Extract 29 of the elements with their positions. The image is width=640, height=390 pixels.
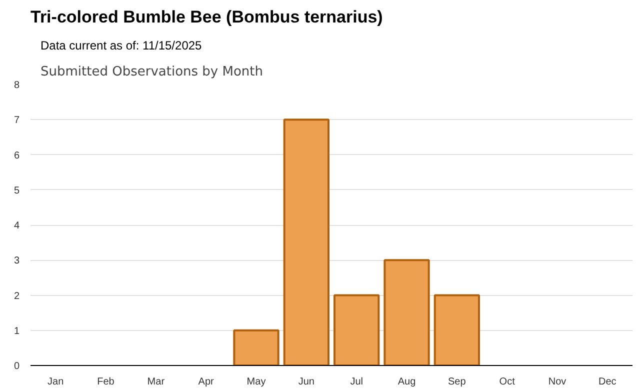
- x-tick-label: Feb: [97, 376, 115, 388]
- x-tick-label: Sep: [448, 376, 466, 388]
- x-tick-label: Mar: [147, 376, 166, 388]
- x-tick-label: Dec: [598, 376, 616, 388]
- y-tick-label: 3: [14, 256, 20, 267]
- x-tick-label: Aug: [398, 376, 416, 388]
- bar: [334, 294, 380, 366]
- y-tick-label: 8: [14, 80, 20, 91]
- x-tick-label: Jun: [298, 376, 314, 388]
- y-tick-label: 5: [14, 185, 20, 196]
- x-tick-label: May: [246, 376, 266, 388]
- bar: [233, 329, 280, 366]
- x-tick-label: Nov: [548, 376, 566, 388]
- bar: [384, 259, 430, 366]
- y-tick-label: 2: [14, 290, 20, 302]
- x-tick-label: Apr: [198, 376, 215, 388]
- text: Submitted Observations by Month: [40, 64, 263, 80]
- bar: [434, 294, 480, 366]
- x-tick-label: Jul: [350, 376, 363, 388]
- y-tick-label: 7: [14, 115, 20, 126]
- bar: [283, 118, 330, 366]
- y-tick-label: 6: [14, 150, 20, 162]
- chart-subtitle: Data current as of: 11/15/2025: [40, 38, 202, 52]
- y-tick-label: 1: [14, 326, 20, 337]
- y-tick-label: 4: [14, 220, 20, 232]
- x-tick-label: Oct: [499, 376, 516, 388]
- y-tick-label: 0: [14, 361, 20, 372]
- x-tick-label: Jan: [48, 376, 64, 388]
- chart-title: Tri-colored Bumble Bee (Bombus ternarius): [30, 8, 383, 26]
